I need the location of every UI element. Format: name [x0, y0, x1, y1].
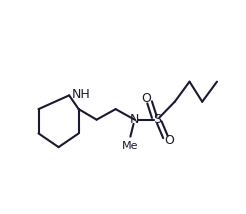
Text: S: S — [153, 113, 161, 126]
Text: NH: NH — [71, 88, 90, 101]
Text: O: O — [164, 134, 174, 147]
Text: N: N — [130, 113, 139, 126]
Text: Me: Me — [122, 141, 139, 151]
Text: O: O — [141, 92, 151, 105]
